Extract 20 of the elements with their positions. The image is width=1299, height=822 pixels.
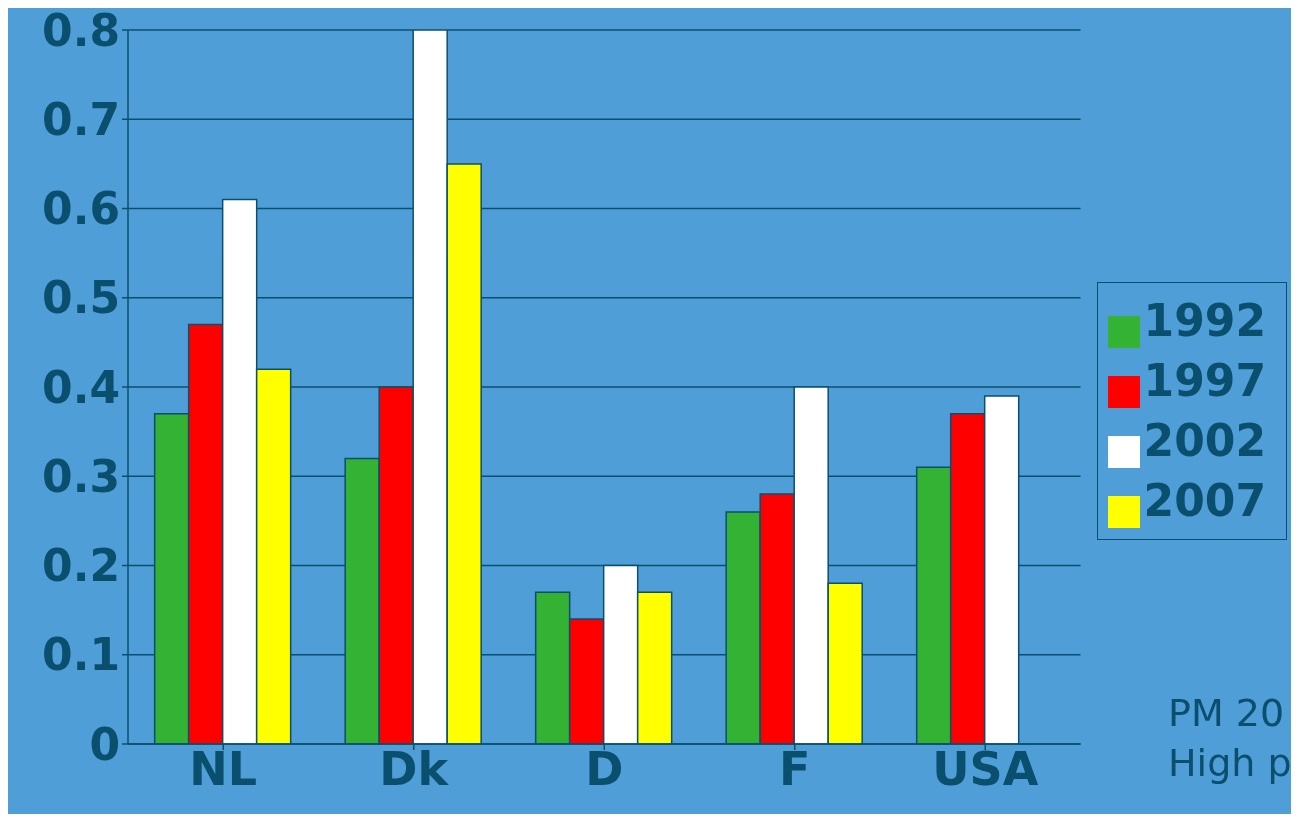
legend-label: 2002 — [1143, 415, 1266, 466]
y-tick-label: 0.7 — [42, 93, 120, 145]
x-tick-label: Dk — [379, 741, 450, 796]
y-tick-label: 0.4 — [42, 361, 120, 413]
x-tick-label: F — [779, 741, 811, 796]
x-tick-label: NL — [189, 741, 258, 796]
legend-label: 1997 — [1143, 355, 1266, 406]
y-tick-label: 0.3 — [42, 450, 120, 502]
legend-label: 1992 — [1143, 295, 1266, 346]
y-tick-label: 0.1 — [42, 629, 120, 681]
legend-label: 2007 — [1143, 475, 1266, 526]
x-tick-label: D — [585, 741, 624, 796]
y-tick-label: 0.2 — [42, 540, 120, 592]
x-tick-label: USA — [932, 741, 1039, 796]
y-tick-label: 0.6 — [42, 183, 120, 235]
text: PM 20 — [1168, 690, 1286, 737]
text: High p — [1168, 740, 1292, 787]
y-tick-label: 0.8 — [42, 4, 120, 56]
y-tick-label: 0.5 — [42, 272, 120, 324]
y-tick-label: 0 — [89, 718, 120, 770]
